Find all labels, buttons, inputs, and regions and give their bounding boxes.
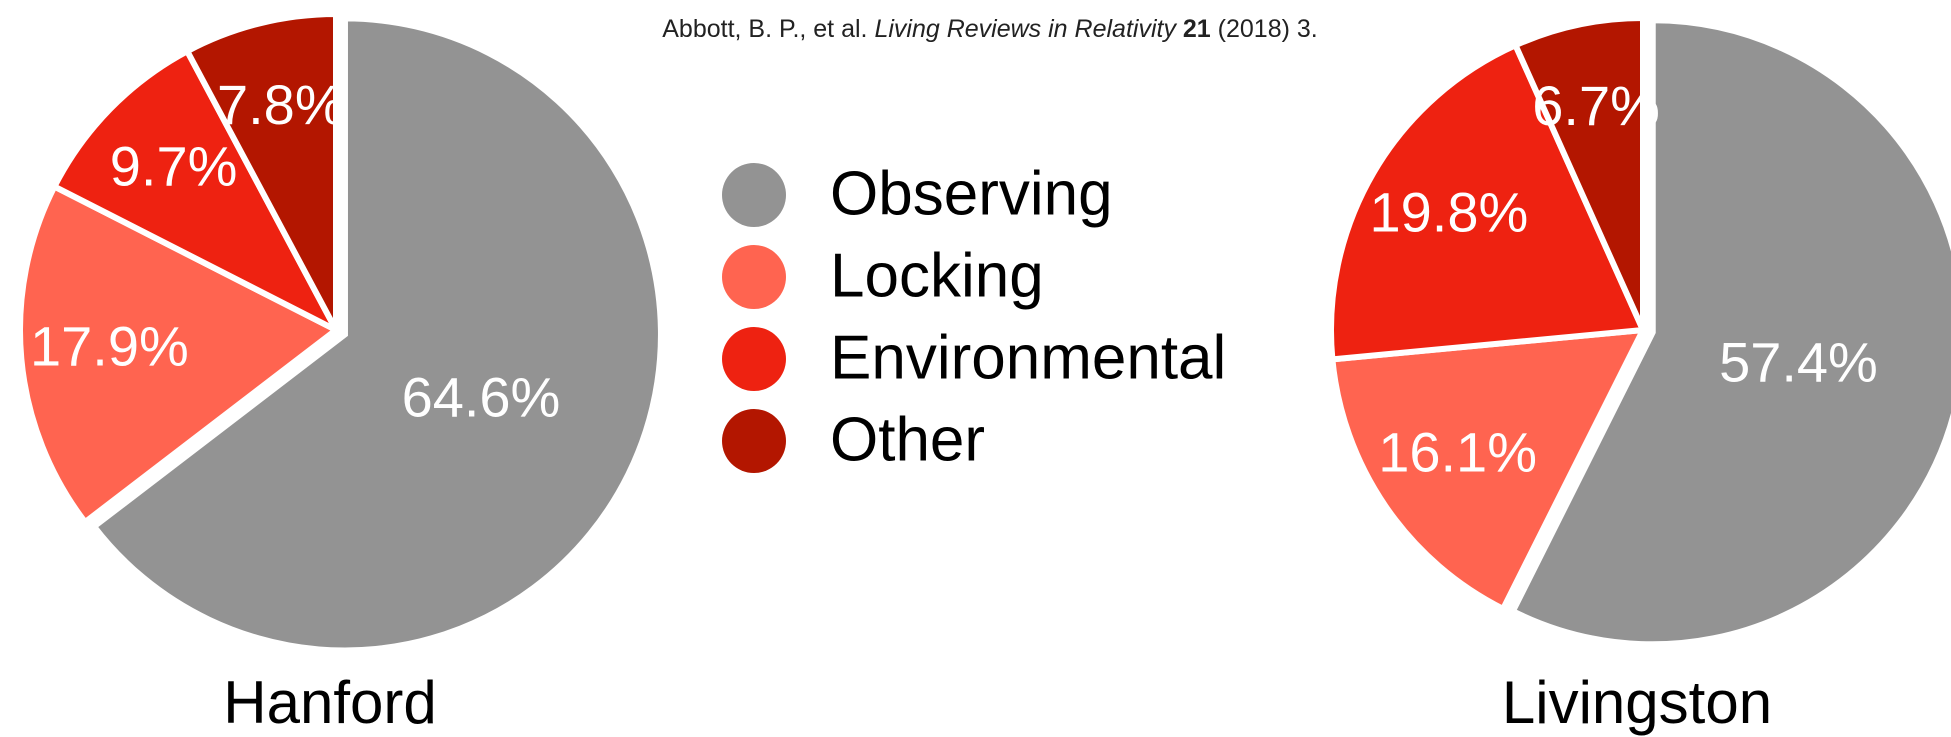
legend-label: Observing	[830, 159, 1113, 228]
citation-authors: Abbott, B. P., et al.	[662, 15, 867, 43]
pie-slice	[50, 47, 344, 338]
pie-slice	[1511, 14, 1646, 332]
legend-swatch	[722, 409, 786, 473]
pie-slice	[183, 10, 339, 332]
slice-label: 17.9%	[30, 314, 189, 377]
citation-journal: Living Reviews in Relativity	[874, 15, 1177, 43]
pie-slice	[89, 15, 664, 654]
slice-label: 64.6%	[402, 365, 561, 428]
slice-label: 19.8%	[1370, 181, 1529, 244]
pie-slice	[1329, 326, 1649, 613]
pie-title: Hanford	[223, 669, 436, 736]
legend-label: Other	[830, 405, 985, 474]
pie-slice	[1508, 17, 1951, 648]
slice-label: 6.7%	[1532, 74, 1660, 137]
pie-slice	[1327, 41, 1648, 363]
slice-label: 16.1%	[1378, 421, 1537, 484]
slice-label: 9.7%	[110, 134, 238, 197]
citation-rest: (2018) 3.	[1218, 15, 1318, 43]
citation: Abbott, B. P., et al. Living Reviews in …	[662, 15, 1317, 43]
citation-volume: 21	[1183, 15, 1211, 43]
legend-label: Locking	[830, 241, 1044, 310]
legend-label: Environmental	[830, 323, 1226, 392]
legend-swatch	[722, 163, 786, 227]
legend-swatch	[722, 327, 786, 391]
pie-title: Livingston	[1502, 669, 1772, 736]
legend-swatch	[722, 245, 786, 309]
pie-slice	[17, 182, 342, 527]
slice-label: 57.4%	[1719, 331, 1878, 394]
slice-label: 7.8%	[217, 73, 345, 136]
